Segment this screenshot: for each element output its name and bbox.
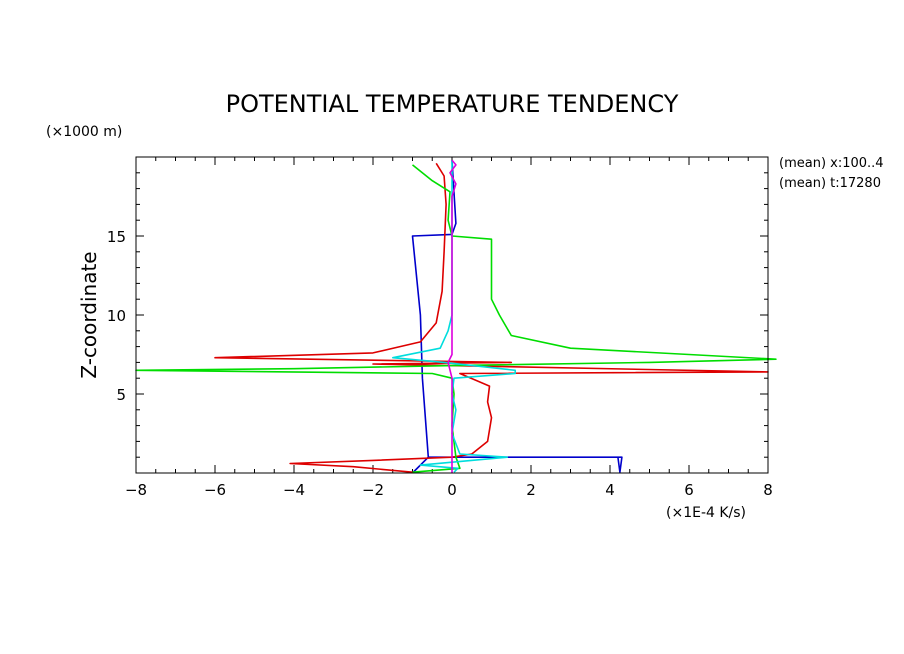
x-tick-label: 4 xyxy=(605,481,615,499)
x-tick-label: −8 xyxy=(125,481,147,499)
chart-title: POTENTIAL TEMPERATURE TENDENCY xyxy=(226,90,679,118)
x-tick-label: 8 xyxy=(763,481,773,499)
axis-ticks: −8 −6 −4 −2 0 2 4 6 8 5 10 15 xyxy=(107,157,773,499)
x-tick-label: 0 xyxy=(447,481,457,499)
annotation-mean-x: (mean) x:100..4 xyxy=(779,156,884,171)
y-axis-label: Z-coordinate xyxy=(77,251,101,378)
annotation-mean-t: (mean) t:17280 xyxy=(779,176,881,191)
y-tick-label: 15 xyxy=(107,228,126,246)
x-tick-label: 6 xyxy=(684,481,694,499)
y-unit-label: (×1000 m) xyxy=(46,124,122,140)
x-axis-label: (×1E-4 K/s) xyxy=(666,505,746,521)
x-tick-label: −6 xyxy=(204,481,226,499)
series-line-4 xyxy=(391,160,517,473)
series-line-3 xyxy=(135,164,777,473)
x-tick-label: 2 xyxy=(526,481,536,499)
series-line-2 xyxy=(214,162,769,473)
data-series xyxy=(135,159,777,474)
x-tick-label: −2 xyxy=(362,481,384,499)
y-tick-label: 5 xyxy=(116,386,126,404)
plot-frame xyxy=(135,156,769,474)
y-tick-label: 10 xyxy=(107,307,126,325)
series-line-5 xyxy=(447,159,457,473)
series-line-1 xyxy=(411,160,623,474)
x-tick-label: −4 xyxy=(283,481,305,499)
